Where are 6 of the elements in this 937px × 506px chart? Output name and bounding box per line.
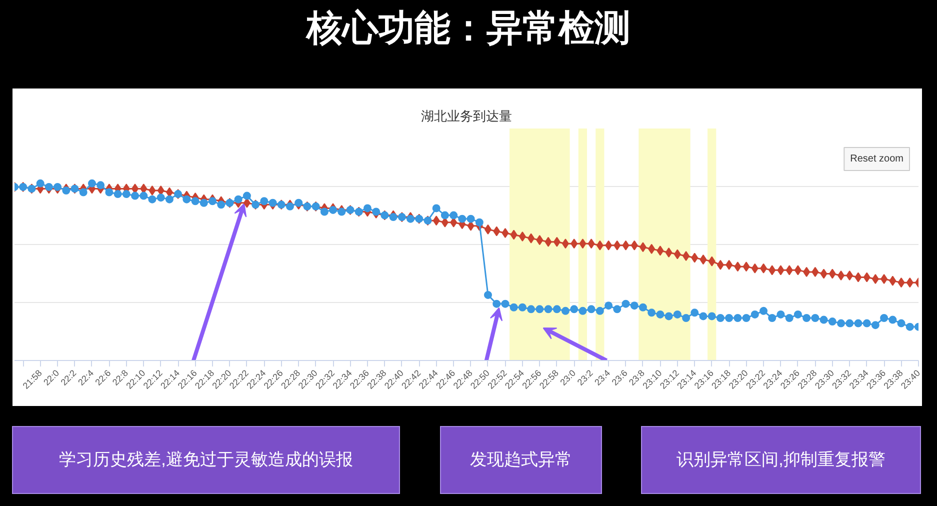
- chart-subtitle: 湖北业务到达量: [421, 108, 512, 124]
- text: Reset zoom: [850, 154, 904, 164]
- text: 识别异常区间,抑制重复报警: [641, 426, 921, 494]
- text: 学习历史残差,避免过于灵敏造成的误报: [12, 426, 400, 494]
- chart-title: 核心功能：异常检测: [0, 0, 937, 88]
- text: 发现趋式异常: [440, 426, 602, 494]
